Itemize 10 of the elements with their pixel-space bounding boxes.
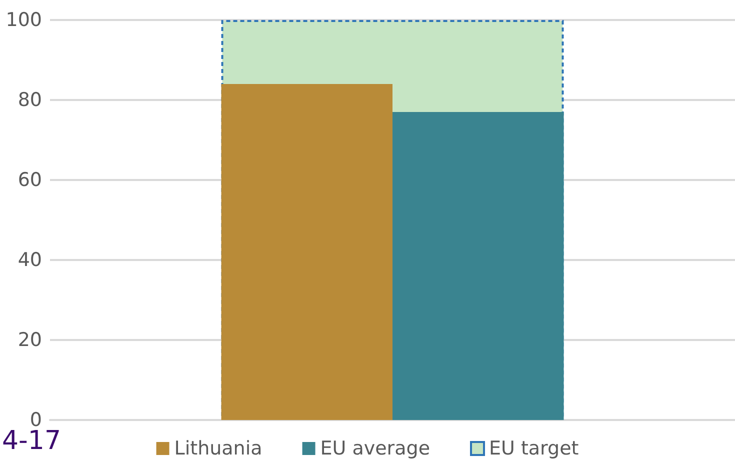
bar — [392, 112, 564, 420]
y-tick-label: 60 — [18, 169, 42, 191]
legend-label: EU target — [489, 438, 579, 460]
y-tick-label: 20 — [18, 329, 42, 351]
y-tick-label: 100 — [6, 9, 42, 31]
y-tick-label: 80 — [18, 89, 42, 111]
bar — [221, 84, 392, 420]
y-tick-label: 40 — [18, 249, 42, 271]
legend-label: EU average — [320, 438, 430, 460]
legend-label: Lithuania — [174, 438, 262, 460]
